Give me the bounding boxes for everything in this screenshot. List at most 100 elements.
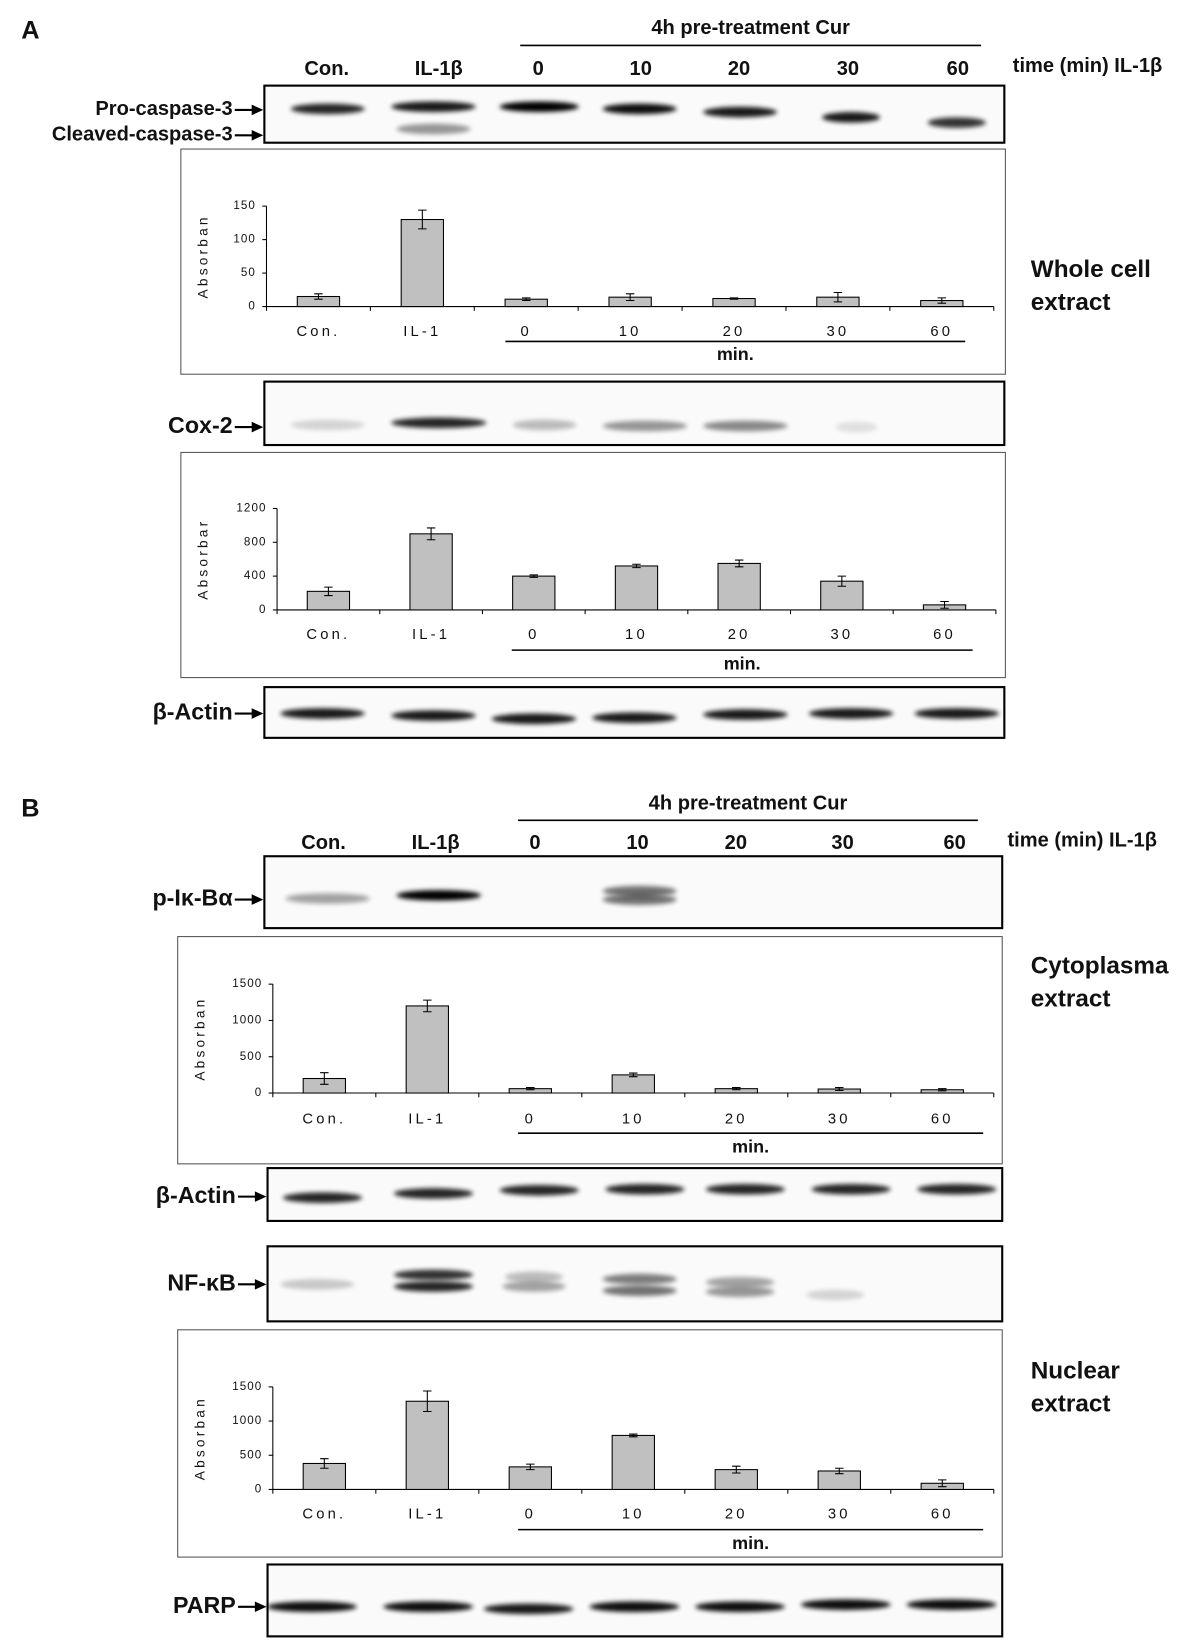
x-group-label: min. — [717, 344, 754, 364]
error-bar — [940, 600, 949, 609]
lane-axis-label: time (min) IL-1β — [1013, 55, 1162, 77]
y-tick-label: 500 — [240, 1448, 263, 1461]
blot-label: p-Iκ-Bα — [152, 885, 233, 911]
blot-label: Cox-2 — [168, 412, 233, 438]
band — [280, 1279, 355, 1290]
error-bar — [734, 559, 744, 568]
x-tick-label: Con. — [302, 1507, 346, 1523]
y-tick-label: 0 — [255, 1086, 263, 1099]
blot — [263, 855, 1004, 930]
lane-label: IL-1β — [412, 832, 460, 854]
band — [391, 101, 476, 113]
band — [280, 708, 365, 719]
side-label: Nuclear — [1031, 1358, 1121, 1385]
x-tick-label: 0 — [525, 1111, 536, 1127]
y-tick-label: 0 — [248, 300, 256, 313]
x-group-label: min. — [732, 1533, 769, 1553]
arrow-head — [251, 708, 264, 719]
error-bar — [732, 1465, 741, 1474]
x-tick-label: IL-1 — [408, 1111, 446, 1127]
blot — [266, 1245, 1004, 1323]
error-bar — [522, 297, 531, 302]
error-bar — [729, 297, 739, 300]
x-tick-label: 20 — [723, 324, 746, 340]
band — [393, 1269, 474, 1281]
error-bar — [833, 291, 843, 303]
x-tick-label: 10 — [622, 1111, 645, 1127]
x-tick-label: 10 — [619, 324, 642, 340]
bar — [611, 1074, 655, 1094]
band — [703, 709, 788, 720]
band — [393, 1281, 474, 1292]
arrow-head — [251, 104, 264, 116]
blot-label: β-Actin — [156, 1182, 236, 1208]
error-bar — [835, 1467, 844, 1475]
x-tick-label: 0 — [528, 627, 539, 643]
treatment-header: 4h pre-treatment Cur — [649, 793, 848, 815]
x-tick-label: 20 — [728, 627, 751, 643]
blot-label: PARP — [173, 1592, 236, 1618]
x-tick-label: 30 — [828, 1111, 851, 1127]
error-bar — [526, 1463, 535, 1471]
band — [906, 1599, 997, 1610]
blot — [266, 1167, 1004, 1222]
y-tick-label: 0 — [255, 1482, 263, 1495]
error-bar — [529, 574, 539, 578]
band — [502, 1281, 566, 1292]
blot-frame — [263, 84, 1006, 144]
y-tick-label: 1500 — [232, 977, 262, 990]
blot-label: NF-κB — [167, 1270, 236, 1296]
band — [705, 1276, 775, 1288]
bar — [405, 1400, 449, 1490]
band — [589, 1601, 680, 1613]
blot-label: β-Actin — [153, 699, 233, 725]
x-tick-label: 10 — [622, 1507, 645, 1523]
y-tick-label: 400 — [244, 569, 267, 582]
band — [483, 1603, 574, 1615]
x-tick-label: Con. — [296, 324, 340, 340]
x-tick-label: IL-1 — [412, 627, 450, 643]
lane-label: 30 — [837, 58, 859, 80]
error-bar — [937, 297, 947, 304]
band — [391, 417, 487, 429]
bar — [712, 297, 756, 308]
band — [808, 708, 894, 719]
side-label: extract — [1031, 1390, 1111, 1417]
y-axis-label: Absorban — [193, 997, 208, 1081]
blot-label: Cleaved-caspase-3 — [52, 124, 233, 146]
band — [703, 106, 778, 118]
blot-frame — [266, 1167, 1004, 1222]
blot-label: Pro-caspase-3 — [95, 98, 232, 120]
error-bar — [732, 1087, 741, 1091]
y-axis-label: Absorban — [196, 214, 211, 298]
band — [914, 708, 1000, 719]
lane-label: IL-1β — [415, 58, 463, 80]
y-tick-label: 150 — [233, 199, 256, 212]
arrow-head — [251, 421, 264, 433]
blot-frame — [266, 1563, 1004, 1638]
y-tick-label: 100 — [233, 233, 256, 246]
lane-label: 60 — [943, 832, 965, 854]
bar — [400, 218, 445, 308]
band — [499, 1184, 579, 1196]
blot — [263, 686, 1006, 739]
bar — [717, 562, 761, 611]
blot — [266, 1563, 1004, 1638]
lane-label: 60 — [947, 58, 969, 80]
band — [695, 1601, 785, 1613]
lane-label: 10 — [630, 58, 652, 80]
x-tick-label: 0 — [521, 324, 532, 340]
band — [592, 712, 677, 724]
error-bar — [320, 1072, 329, 1085]
band — [602, 885, 677, 897]
blot-frame — [263, 380, 1006, 447]
band — [800, 1599, 891, 1610]
error-bar — [938, 1479, 947, 1488]
error-bar — [423, 1390, 432, 1413]
panel-letter: A — [21, 16, 39, 44]
x-tick-label: IL-1 — [408, 1507, 446, 1523]
band — [927, 117, 986, 128]
x-tick-label: 30 — [828, 1507, 851, 1523]
error-bar — [423, 999, 432, 1013]
